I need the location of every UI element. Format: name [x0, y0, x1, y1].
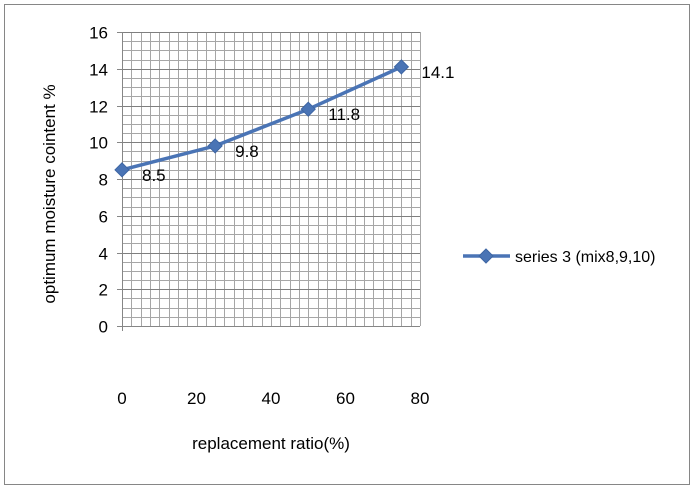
y-tick-label: 8	[99, 171, 108, 190]
data-label: 14.1	[421, 63, 454, 82]
y-tick-label: 14	[89, 61, 108, 80]
x-axis-title: replacement ratio(%)	[192, 434, 350, 453]
data-point-marker	[114, 162, 130, 178]
x-tick-label: 20	[187, 389, 206, 408]
data-point-marker	[393, 59, 410, 75]
data-label: 9.8	[235, 142, 259, 161]
y-tick-label: 4	[99, 245, 108, 264]
y-tick-label: 0	[99, 318, 108, 337]
series-line	[121, 65, 403, 172]
data-label: 11.8	[328, 105, 360, 124]
y-tick-label: 12	[89, 98, 108, 117]
gridlines	[122, 32, 421, 327]
y-axis-title: optimum moisture cointent %	[40, 84, 59, 303]
y-tick-label: 6	[99, 208, 108, 227]
y-tick-label: 2	[99, 281, 108, 300]
legend-marker	[478, 248, 494, 264]
legend-label: series 3 (mix8,9,10)	[515, 249, 656, 266]
x-tick-label: 60	[336, 389, 355, 408]
y-tick-label: 10	[89, 134, 108, 153]
x-tick-label: 40	[262, 389, 281, 408]
data-point-marker	[207, 138, 223, 154]
y-tick-label: 16	[89, 24, 108, 43]
data-label: 8.5	[142, 166, 166, 185]
x-tick-label: 80	[411, 389, 430, 408]
x-tick-label: 0	[117, 389, 126, 408]
data-point-marker	[300, 101, 316, 117]
